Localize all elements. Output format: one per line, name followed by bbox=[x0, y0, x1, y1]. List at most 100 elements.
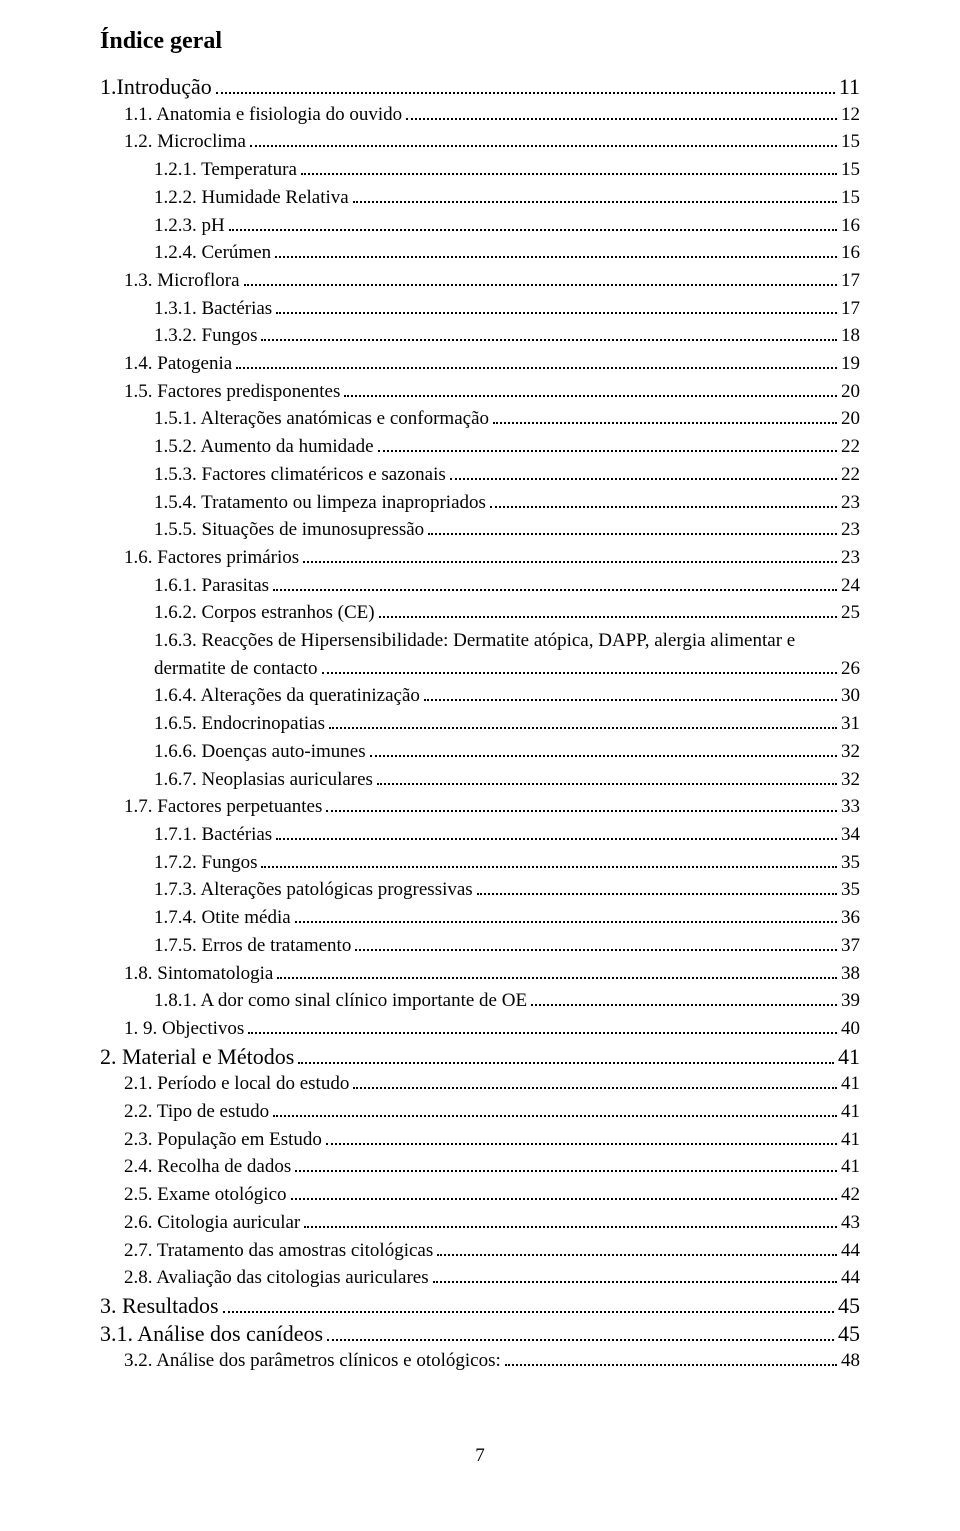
toc-entry-label: 1.7.3. Alterações patológicas progressiv… bbox=[154, 876, 473, 904]
toc-leader-dots bbox=[216, 79, 835, 94]
toc-leader-dots bbox=[326, 799, 837, 812]
toc-leader-dots bbox=[493, 411, 837, 424]
toc-leader-dots bbox=[304, 1214, 837, 1227]
toc-entry: 2. Material e Métodos 41 bbox=[100, 1043, 860, 1071]
toc-entry-page: 38 bbox=[841, 960, 860, 988]
toc-entry-label: 1.5.1. Alterações anatómicas e conformaç… bbox=[154, 405, 489, 433]
toc-leader-dots bbox=[424, 688, 837, 701]
toc-entry-page: 23 bbox=[841, 489, 860, 517]
toc-entry-page: 35 bbox=[841, 849, 860, 877]
toc-entry-label: 2.1. Período e local do estudo bbox=[124, 1070, 349, 1098]
toc-entry: 1.4. Patogenia19 bbox=[100, 350, 860, 378]
toc-entry-page: 40 bbox=[841, 1015, 860, 1043]
toc-entry-page: 16 bbox=[841, 212, 860, 240]
toc-entry-page: 31 bbox=[841, 710, 860, 738]
toc-leader-dots bbox=[295, 1159, 837, 1172]
toc-leader-dots bbox=[322, 660, 837, 673]
toc-entry-label: 1.7.2. Fungos bbox=[154, 849, 257, 877]
toc-entry-label: 1.2.2. Humidade Relativa bbox=[154, 184, 349, 212]
toc-entry: 1.6. Factores primários23 bbox=[100, 544, 860, 572]
toc-entry-label: 1.5.2. Aumento da humidade bbox=[154, 433, 374, 461]
toc-leader-dots bbox=[428, 522, 837, 535]
toc-entry-line: dermatite de contacto26 bbox=[154, 655, 860, 683]
toc-entry-page: 41 bbox=[841, 1098, 860, 1126]
toc-entry: 1.2.4. Cerúmen16 bbox=[100, 239, 860, 267]
toc-entry-label: 1.2. Microclima bbox=[124, 128, 246, 156]
toc-entry-label: 1.3.2. Fungos bbox=[154, 322, 257, 350]
toc-entry: 3. Resultados45 bbox=[100, 1292, 860, 1320]
toc-entry-label: 1.7.5. Erros de tratamento bbox=[154, 932, 351, 960]
toc-entry-page: 42 bbox=[841, 1181, 860, 1209]
toc-entry: 1.3. Microflora17 bbox=[100, 267, 860, 295]
toc-entry-label: 1.2.3. pH bbox=[154, 212, 225, 240]
toc-entry: 3.2. Análise dos parâmetros clínicos e o… bbox=[100, 1347, 860, 1375]
toc-entry-label: 2.8. Avaliação das citologias auriculare… bbox=[124, 1264, 429, 1292]
toc-entry-page: 12 bbox=[841, 101, 860, 129]
toc-entry: 1.7.2. Fungos 35 bbox=[100, 849, 860, 877]
toc-leader-dots bbox=[275, 245, 837, 258]
toc-entry: 1.7. Factores perpetuantes33 bbox=[100, 793, 860, 821]
toc-entry: 1.5.1. Alterações anatómicas e conformaç… bbox=[100, 405, 860, 433]
toc-entry-page: 41 bbox=[838, 1043, 860, 1071]
toc-leader-dots bbox=[295, 910, 837, 923]
toc-entry-label: 2.4. Recolha de dados bbox=[124, 1153, 291, 1181]
toc-leader-dots bbox=[303, 550, 837, 563]
toc-entry-page: 41 bbox=[841, 1126, 860, 1154]
toc-entry: 2.1. Período e local do estudo 41 bbox=[100, 1070, 860, 1098]
toc-leader-dots bbox=[326, 1131, 837, 1144]
toc-entry-page: 17 bbox=[841, 295, 860, 323]
toc-entry: 1.7.5. Erros de tratamento37 bbox=[100, 932, 860, 960]
toc-leader-dots bbox=[353, 189, 837, 202]
toc-entry: 1.Introdução11 bbox=[100, 73, 860, 101]
toc-entry-label: 1.6.1. Parasitas bbox=[154, 572, 269, 600]
toc-leader-dots bbox=[298, 1048, 834, 1063]
toc-entry: 1.6.7. Neoplasias auriculares32 bbox=[100, 766, 860, 794]
page-title: Índice geral bbox=[100, 28, 860, 55]
toc-entry-page: 32 bbox=[841, 766, 860, 794]
toc-leader-dots bbox=[437, 1242, 837, 1255]
toc-leader-dots bbox=[490, 494, 837, 507]
toc-entry-label: 1. 9. Objectivos bbox=[124, 1015, 244, 1043]
toc-leader-dots bbox=[378, 439, 837, 452]
toc-leader-dots bbox=[301, 162, 837, 175]
toc-entry-page: 20 bbox=[841, 378, 860, 406]
toc-entry-page: 32 bbox=[841, 738, 860, 766]
toc-entry-label: 2.7. Tratamento das amostras citológicas bbox=[124, 1237, 433, 1265]
toc-entry: 1.2.1. Temperatura15 bbox=[100, 156, 860, 184]
toc-entry-page: 41 bbox=[841, 1153, 860, 1181]
toc-entry: 1.3.2. Fungos 18 bbox=[100, 322, 860, 350]
toc-entry: 2.3. População em Estudo41 bbox=[100, 1126, 860, 1154]
toc-entry-label: 1.7.4. Otite média bbox=[154, 904, 291, 932]
toc-entry-label: 3. Resultados bbox=[100, 1292, 219, 1320]
toc-entry: 1. 9. Objectivos 40 bbox=[100, 1015, 860, 1043]
toc-entry-label: 2.2. Tipo de estudo bbox=[124, 1098, 269, 1126]
toc-leader-dots bbox=[236, 356, 837, 369]
toc-entry-label-cont: dermatite de contacto bbox=[154, 655, 318, 683]
toc-leader-dots bbox=[450, 466, 837, 479]
toc-entry-label: 2. Material e Métodos bbox=[100, 1043, 294, 1071]
toc-entry-label: 1.6.3. Reacções de Hipersensibilidade: D… bbox=[154, 627, 860, 655]
toc-leader-dots bbox=[273, 1104, 837, 1117]
document-page: Índice geral 1.Introdução111.1. Anatomia… bbox=[0, 0, 960, 1531]
toc-leader-dots bbox=[276, 300, 837, 313]
toc-entry-label: 1.5.5. Situações de imunosupressão bbox=[154, 516, 424, 544]
toc-entry-page: 20 bbox=[841, 405, 860, 433]
toc-leader-dots bbox=[276, 827, 837, 840]
toc-leader-dots bbox=[244, 273, 837, 286]
toc-entry-label: 1.6.4. Alterações da queratinização bbox=[154, 682, 420, 710]
toc-entry-page: 41 bbox=[841, 1070, 860, 1098]
toc-entry-label: 1.8.1. A dor como sinal clínico importan… bbox=[154, 987, 527, 1015]
toc-entry-page: 18 bbox=[841, 322, 860, 350]
toc-entry: 2.7. Tratamento das amostras citológicas… bbox=[100, 1237, 860, 1265]
page-number: 7 bbox=[100, 1445, 860, 1467]
toc-entry: 1.6.1. Parasitas24 bbox=[100, 572, 860, 600]
toc-entry-label: 1.5.3. Factores climatéricos e sazonais bbox=[154, 461, 446, 489]
toc-leader-dots bbox=[370, 743, 837, 756]
toc-entry-label: 1.3. Microflora bbox=[124, 267, 240, 295]
toc-entry: 1.2.3. pH 16 bbox=[100, 212, 860, 240]
toc-entry-page: 23 bbox=[841, 544, 860, 572]
toc-entry-page: 22 bbox=[841, 433, 860, 461]
toc-leader-dots bbox=[261, 328, 837, 341]
toc-entry-label: 1.3.1. Bactérias bbox=[154, 295, 272, 323]
toc-entry: 1.2.2. Humidade Relativa15 bbox=[100, 184, 860, 212]
